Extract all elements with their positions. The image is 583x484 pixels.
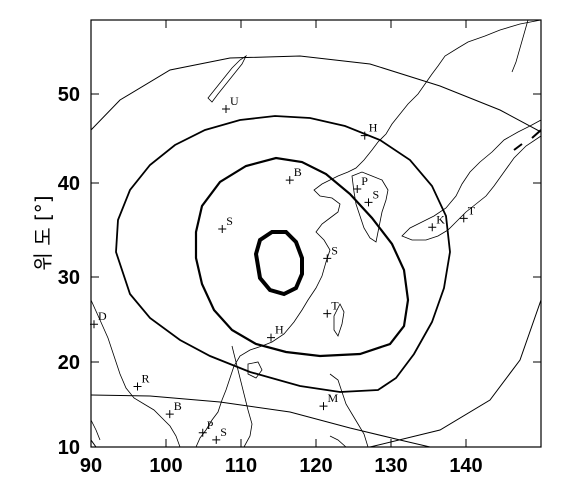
station-cross <box>267 333 275 342</box>
station-cross <box>353 185 362 194</box>
station-cross <box>165 410 174 419</box>
x-tick-label: 90 <box>80 455 102 477</box>
station-label: H <box>369 121 378 135</box>
station-label: B <box>294 165 302 179</box>
station-cross <box>364 198 373 207</box>
station-cross <box>198 428 207 437</box>
station-cross <box>323 309 332 318</box>
station-marker: K <box>428 212 445 232</box>
coastline-sri-lanka-west <box>91 419 101 441</box>
station-label: P <box>207 418 214 432</box>
station-cross <box>222 104 230 113</box>
station-marker: T <box>323 299 339 318</box>
station-marker: T <box>459 203 476 223</box>
station-marker: U <box>222 94 239 113</box>
y-tick-label: 20 <box>58 352 80 374</box>
contours <box>91 55 541 447</box>
station-label: S <box>226 214 233 228</box>
station-cross <box>428 223 437 232</box>
station-marker: R <box>133 372 150 391</box>
plot-frame <box>90 19 542 448</box>
coastline-baikal <box>207 54 248 103</box>
coastlines <box>91 20 541 447</box>
contour-inner <box>194 156 410 358</box>
station-label: K <box>436 212 445 226</box>
station-label: H <box>275 323 284 337</box>
contour-fragment-east <box>513 129 541 151</box>
station-cross <box>459 214 468 223</box>
station-label: T <box>331 299 339 313</box>
station-cross <box>285 176 294 185</box>
x-tick-label: 100 <box>149 455 182 477</box>
x-tick-label: 140 <box>449 455 482 477</box>
axis-ticks <box>90 20 541 448</box>
contour-outer <box>115 115 451 393</box>
x-tick-label: 120 <box>299 455 332 477</box>
station-marker: S <box>364 187 380 207</box>
station-label: M <box>328 391 339 405</box>
station-marker: S <box>323 243 338 263</box>
coastline-india-indochina <box>91 299 181 447</box>
y-tick-label: 30 <box>58 267 80 289</box>
station-marker: H <box>267 323 284 342</box>
station-label: S <box>373 187 380 201</box>
coastline-taiwan <box>333 303 345 337</box>
station-marker: P <box>198 418 214 437</box>
station-label: T <box>468 203 476 217</box>
station-label: D <box>98 309 107 323</box>
station-cross <box>323 254 332 263</box>
station-label: S <box>331 243 338 257</box>
station-marker: S <box>218 214 233 234</box>
x-tick-label: 110 <box>225 455 257 477</box>
station-cross <box>133 382 142 391</box>
station-cross <box>212 435 221 444</box>
contour-core <box>253 230 304 297</box>
station-marker: H <box>360 121 378 140</box>
coastline-sakhalin <box>511 20 529 73</box>
station-label: S <box>220 425 227 439</box>
coastline-japan <box>401 119 541 241</box>
coastline-philippines <box>329 373 369 447</box>
coastline-indochina-east <box>231 345 253 447</box>
y-axis-title: 위 도 [°] <box>31 195 55 270</box>
station-marker: D <box>90 309 107 329</box>
x-tick-labels: 90 100 110 120 130 140 <box>80 455 483 477</box>
station-cross <box>90 320 98 329</box>
station-label: U <box>230 94 239 108</box>
station-marker: B <box>285 165 302 185</box>
station-cross <box>218 225 227 234</box>
station-cross <box>360 131 369 140</box>
contour-outermost-south <box>91 394 431 447</box>
y-tick-label: 10 <box>58 437 80 459</box>
station-marker: S <box>212 425 227 444</box>
x-tick-label: 130 <box>374 455 407 477</box>
y-tick-labels: 10 20 30 40 50 <box>58 84 80 459</box>
station-cross <box>319 402 328 411</box>
station-label: B <box>174 399 182 413</box>
station-label: R <box>142 372 150 386</box>
y-tick-label: 40 <box>58 173 80 195</box>
station-label: P <box>361 174 368 188</box>
station-marker: B <box>165 399 182 419</box>
station-marker: M <box>319 391 339 411</box>
station-marker: P <box>353 174 368 194</box>
contour-outermost <box>91 55 541 447</box>
y-tick-label: 50 <box>58 84 80 106</box>
coastline-east-asia <box>195 20 541 447</box>
